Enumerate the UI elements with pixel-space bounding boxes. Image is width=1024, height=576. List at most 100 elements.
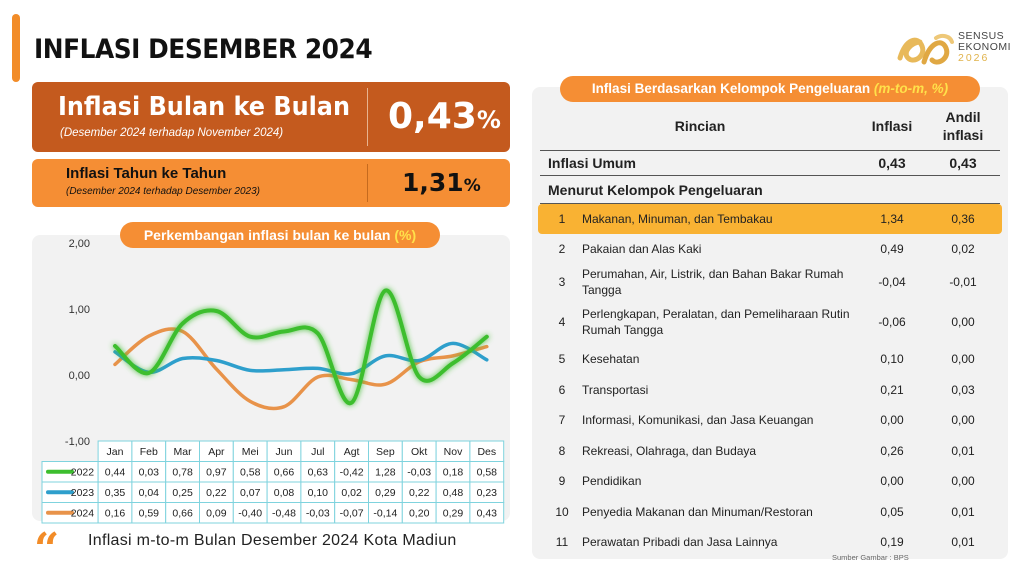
- mom-subtitle: (Desember 2024 terhadap November 2024): [60, 127, 284, 139]
- logo-text-line2: EKONOMI: [958, 41, 1012, 53]
- table-panel: [532, 87, 1008, 559]
- data-label-2022: 0,18: [443, 467, 464, 479]
- logo-text-line1: SENSUS: [958, 30, 1005, 42]
- series-line-2022: [113, 288, 489, 405]
- data-label-2023: 0,04: [139, 487, 160, 499]
- row-name: Pendidikan: [582, 474, 642, 488]
- table-row: 5 Kesehatan 0,10 0,00: [538, 344, 1002, 374]
- data-label-2023: 0,10: [308, 487, 329, 499]
- yoy-value-wrap: 1,31%: [402, 168, 481, 197]
- umum-inflasi: 0,43: [878, 155, 906, 171]
- table-row: 8 Rekreasi, Olahraga, dan Budaya 0,26 0,01: [538, 435, 1002, 466]
- row-number: 9: [558, 474, 566, 488]
- row-number: 10: [555, 504, 569, 519]
- row-number: 6: [558, 382, 566, 397]
- table-title-unit: (m-to-m, %): [873, 81, 949, 96]
- row-name: Makanan, Minuman, dan Tembakau: [582, 212, 773, 226]
- row-inflasi: 0,19: [880, 535, 904, 549]
- row-andil: 0,01: [951, 443, 975, 458]
- series-line-2023: [113, 341, 489, 376]
- row-andil: 0,36: [951, 212, 975, 226]
- x-tick-label: Sep: [376, 446, 395, 458]
- row-number: 7: [558, 413, 566, 427]
- data-label-2024: -0,14: [373, 508, 397, 520]
- mom-value-wrap: 0,43%: [388, 96, 501, 137]
- row-name: Rekreasi, Olahraga, dan Budaya: [582, 443, 757, 458]
- data-label-2024: 0,20: [409, 508, 430, 520]
- data-label-2023: 0,25: [172, 487, 193, 499]
- row-number: 2: [558, 242, 566, 256]
- row-inflasi: 0,00: [880, 474, 904, 488]
- yoy-divider: [367, 164, 368, 202]
- data-label-2023: 0,29: [375, 487, 396, 499]
- legend-label: 2023: [71, 487, 95, 499]
- row-andil: 0,00: [951, 352, 975, 366]
- data-label-2023: 0,35: [105, 487, 126, 499]
- y-tick-label: 0,00: [69, 370, 90, 382]
- legend-label: 2022: [71, 467, 95, 479]
- row-number: 1: [558, 212, 566, 226]
- data-label-2024: -0,03: [306, 508, 330, 520]
- caption-text: Inflasi m-to-m Bulan Desember 2024 Kota …: [88, 532, 457, 549]
- y-tick-label: 1,00: [69, 304, 90, 316]
- row-andil: 0,02: [951, 242, 975, 256]
- sensus-ekonomi-logo: SENSUS EKONOMI 2026: [896, 28, 1016, 76]
- quote-icon: “: [34, 524, 60, 575]
- row-inflasi: -0,04: [878, 275, 906, 289]
- data-label-2022: 0,44: [105, 467, 126, 479]
- row-number: 11: [555, 535, 569, 549]
- table-row: 4 Perlengkapan, Peralatan, dan Pemelihara…: [538, 300, 1002, 344]
- yoy-value: 1,31: [402, 168, 464, 197]
- row-inflasi: 0,05: [880, 504, 904, 519]
- source-note: Sumber Gambar : BPS: [832, 553, 909, 562]
- data-label-2024: 0,43: [477, 508, 498, 520]
- umum-label: Inflasi Umum: [548, 155, 636, 171]
- table-row: 2 Pakaian dan Alas Kaki 0,49 0,02: [538, 234, 1002, 264]
- row-andil: 0,01: [951, 535, 975, 549]
- row-name: Informasi, Komunikasi, dan Jasa Keuangan: [582, 413, 814, 427]
- table-row: 6 Transportasi 0,21 0,03: [538, 374, 1002, 405]
- data-label-2023: 0,22: [206, 487, 227, 499]
- header-andil-line1: Andil: [945, 109, 981, 125]
- x-tick-label: Feb: [140, 446, 158, 458]
- group-label: Menurut Kelompok Pengeluaran: [548, 182, 763, 198]
- x-tick-label: Mei: [242, 446, 259, 458]
- mom-unit: %: [476, 106, 501, 134]
- chart-title: Perkembangan inflasi bulan ke bulan: [143, 227, 395, 243]
- row-group-heading: Menurut Kelompok Pengeluaran: [540, 176, 1000, 204]
- table-row: 10 Penyedia Makanan dan Minuman/Restoran 0…: [538, 496, 1002, 527]
- data-label-2024: 0,16: [105, 508, 126, 520]
- yoy-inflation-card: Inflasi Tahun ke Tahun (Desember 2024 te…: [32, 159, 510, 207]
- data-label-2023: 0,23: [477, 487, 498, 499]
- row-name: Kesehatan: [582, 352, 640, 366]
- table-title: Inflasi Berdasarkan Kelompok Pengeluaran: [591, 81, 874, 96]
- yoy-title: Inflasi Tahun ke Tahun: [66, 165, 227, 182]
- title-accent-bar: [12, 14, 20, 82]
- yoy-subtitle: (Desember 2024 terhadap Desember 2023): [66, 186, 260, 197]
- data-label-2024: 0,66: [172, 508, 193, 520]
- x-tick-label: Agt: [344, 446, 360, 458]
- data-label-2023: 0,07: [240, 487, 261, 499]
- legend-label: 2024: [71, 508, 95, 520]
- table-header: Rincian Inflasi Andil inflasi: [540, 104, 1000, 148]
- row-name: Perumahan, Air, Listrik, dan Bahan Bakar…: [582, 267, 844, 297]
- row-inflasi: 0,21: [880, 382, 904, 397]
- table-row: 9 Pendidikan 0,00 0,00: [538, 466, 1002, 496]
- table-row: 7 Informasi, Komunikasi, dan Jasa Keuanga…: [538, 405, 1002, 435]
- data-label-2022: -0,03: [407, 467, 431, 479]
- data-label-2022: 0,03: [139, 467, 160, 479]
- mom-divider: [367, 88, 368, 146]
- y-tick-label: 2,00: [69, 238, 90, 250]
- header-inflasi: Inflasi: [871, 118, 913, 134]
- data-label-2023: 0,08: [274, 487, 295, 499]
- data-label-2023: 0,22: [409, 487, 430, 499]
- data-label-2022: -0,42: [340, 467, 364, 479]
- x-tick-label: Nov: [444, 446, 463, 458]
- umum-andil: 0,43: [949, 155, 977, 171]
- row-andil: 0,00: [951, 474, 975, 488]
- data-label-2024: 0,29: [443, 508, 464, 520]
- row-andil: -0,01: [949, 275, 977, 289]
- data-label-2023: 0,48: [443, 487, 464, 499]
- row-andil: 0,01: [951, 504, 975, 519]
- row-name: Transportasi: [582, 382, 649, 397]
